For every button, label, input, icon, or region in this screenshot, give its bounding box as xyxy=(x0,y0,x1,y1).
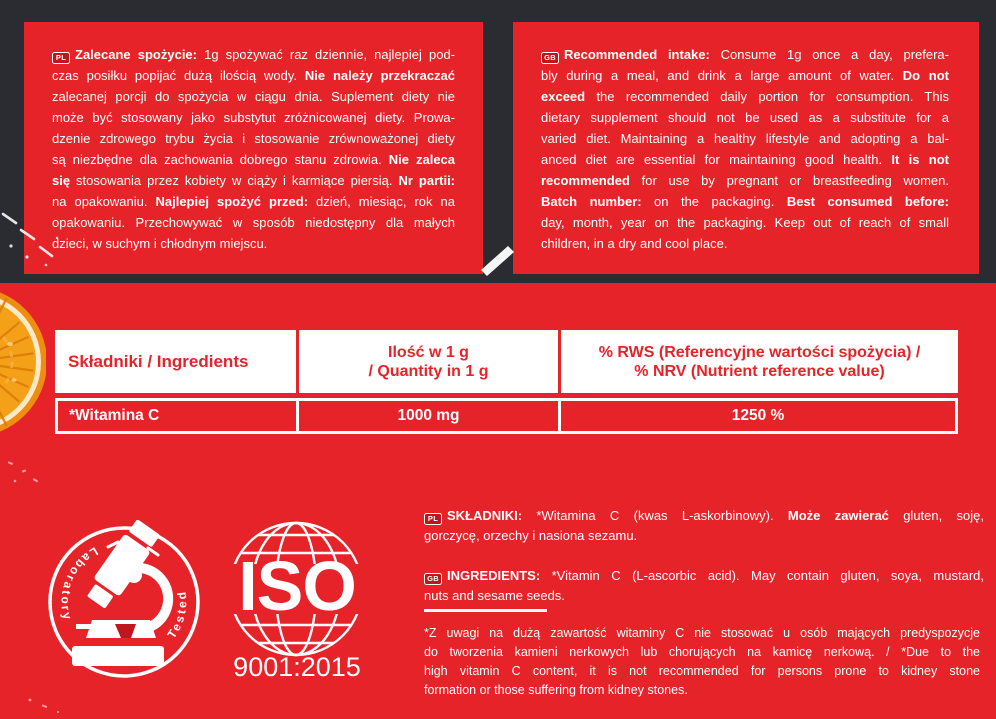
row-cell-ingredient: *Witamina C xyxy=(69,407,160,424)
footnote-divider xyxy=(424,609,547,612)
header-nrv-line1: % RWS (Referencyjne wartości spożycia) / xyxy=(598,343,921,361)
text-line: na opakowaniu. Najlepiej spożyć przed: d… xyxy=(52,194,455,209)
table-row: *Witamina C 1000 mg 1250 % xyxy=(55,398,958,434)
text-line: PL Zalecane spożycie: 1g spożywać raz dzi… xyxy=(52,44,455,65)
iso-logo-text: ISO xyxy=(238,547,357,625)
text-line: bly during a meal, and drink a large amo… xyxy=(541,68,949,83)
text-line: *Z uwagi na dużą zawartość witaminy C ni… xyxy=(424,626,980,640)
gb-flag-badge: GB xyxy=(541,52,559,64)
text-line: dietary supplement should not be used as… xyxy=(541,110,949,125)
text-line: GB INGREDIENTS: *Vitamin C (L-ascorbic ac… xyxy=(424,566,984,586)
row-cell-quantity: 1000 mg xyxy=(296,401,558,431)
text-line: Batch number: on the packaging. Best con… xyxy=(541,194,949,209)
gb-flag-badge: GB xyxy=(424,573,442,585)
text-line: zalecanej porcji do spożycia w ciągu dni… xyxy=(52,89,455,104)
text-line: czas posiłku popijać dużą ilością wody. … xyxy=(52,68,456,83)
text-line: children, in a dry and cool place. xyxy=(541,236,728,251)
header-cell-ingredients: Składniki / Ingredients xyxy=(68,351,249,371)
ingredients-pl-text: PL SKŁADNIKI: *Witamina C (kwas L-askorbi… xyxy=(424,506,984,546)
kidney-stone-footnote: *Z uwagi na dużą zawartość witaminy C ni… xyxy=(424,624,980,700)
header-quantity-line1: Ilość w 1 g xyxy=(388,343,469,361)
text-line: się stosowania przez kobiety w ciąży i k… xyxy=(52,173,456,188)
text-line: do tworzenia kamieni nerkowych lub choru… xyxy=(424,645,980,659)
text-line: day, month, year on the packaging. Keep … xyxy=(541,215,949,230)
text-line: PL SKŁADNIKI: *Witamina C (kwas L-askorbi… xyxy=(424,506,984,526)
header-quantity-line2: / Quantity in 1 g xyxy=(368,362,489,380)
text-line: dzenie zdrowego trybu życia i stosowanie… xyxy=(52,131,455,146)
iso-standard-number: 9001:2015 xyxy=(233,652,361,682)
nutrition-table-header: Składniki / Ingredients Ilość w 1 g / Qu… xyxy=(55,330,958,393)
text-line: high vitamin C content, it is not recomm… xyxy=(424,664,980,678)
iso-globe-icon xyxy=(224,521,370,657)
header-cell-quantity: Ilość w 1 g / Quantity in 1 g xyxy=(296,330,558,393)
text-line: recommended for use by pregnant or breas… xyxy=(541,173,949,188)
text-line: anced diet are essential for maintaining… xyxy=(541,152,949,167)
header-nrv-line2: % NRV (Nutrient reference value) xyxy=(634,362,885,380)
text-line: dzieci, w suchym i chłodnym miejscu. xyxy=(52,236,268,251)
header-cell-nrv: % RWS (Referencyjne wartości spożycia) /… xyxy=(558,330,958,393)
orange-slice-image xyxy=(0,292,46,432)
microscope-icon xyxy=(87,520,160,608)
text-line: varied diet. Maintaining a healthy lifes… xyxy=(541,131,949,146)
text-line: może być stosowany jako substytut zróżni… xyxy=(52,110,455,125)
text-line: opakowaniu. Przechowywać w sposób niedos… xyxy=(52,215,455,230)
text-line: GB Recommended intake: Consume 1g once a … xyxy=(541,44,949,65)
pl-flag-badge: PL xyxy=(424,513,442,525)
text-line: gorczycę, orzechy i nasiona sezamu. xyxy=(424,528,638,543)
text-line: nuts and sesame seeds. xyxy=(424,588,565,603)
ingredients-en-text: GB INGREDIENTS: *Vitamin C (L-ascorbic ac… xyxy=(424,566,984,606)
text-line: formation or those suffering from kidney… xyxy=(424,683,688,697)
gb-intake-panel: GB Recommended intake: Consume 1g once a … xyxy=(513,22,979,274)
laboratory-tested-badge-icon: Laboratory Tested xyxy=(48,520,200,678)
text-line: są niezbędne dla zachowania dobrego stan… xyxy=(52,152,456,167)
slash-mark xyxy=(481,246,514,276)
pl-intake-panel: PL Zalecane spożycie: 1g spożywać raz dzi… xyxy=(24,22,483,274)
text-line: exceed the recommended daily portion for… xyxy=(541,89,949,104)
pl-flag-badge: PL xyxy=(52,52,70,64)
row-cell-nrv: 1250 % xyxy=(558,401,955,431)
